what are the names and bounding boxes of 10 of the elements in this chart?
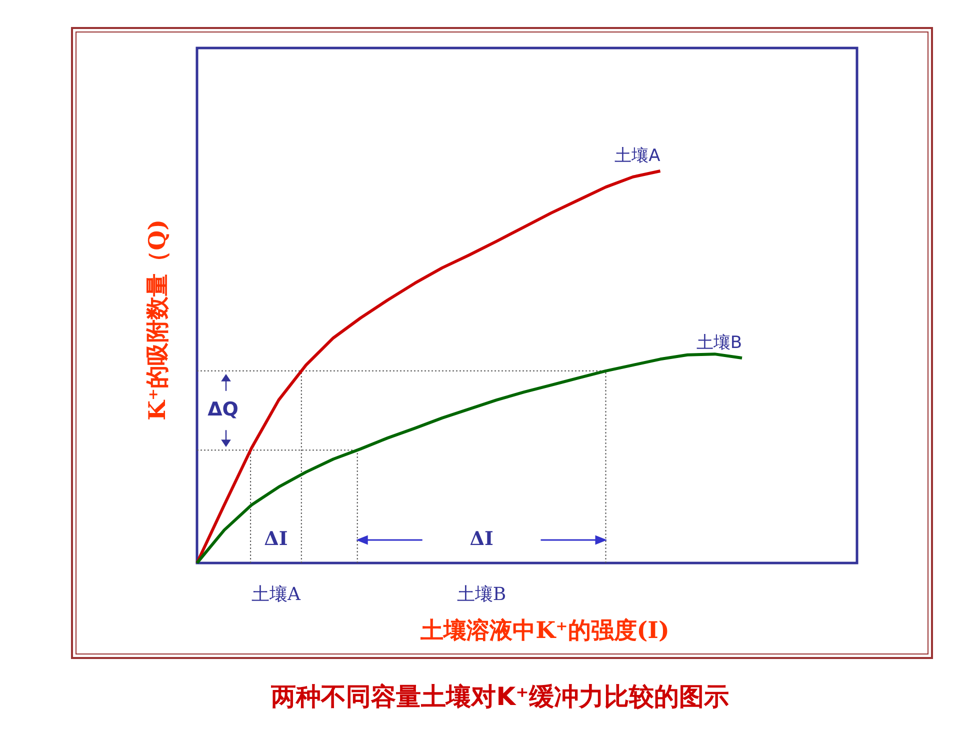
text: 土壤A xyxy=(251,584,302,605)
text: 两种不同容量土壤对K⁺缓冲力比较的图示 xyxy=(270,682,729,711)
text: 土壤B xyxy=(456,584,506,605)
y-axis-title: K⁺的吸附数量（Q) xyxy=(144,219,171,421)
annotation: ΔI xyxy=(264,528,288,550)
annotation: ΔI xyxy=(470,528,494,550)
series-label: 土壤A xyxy=(614,146,661,166)
x-axis-title: 土壤溶液中K⁺的强度(I) xyxy=(420,617,670,644)
series-label: 土壤B xyxy=(696,332,742,353)
annotation: ΔQ xyxy=(208,398,238,421)
